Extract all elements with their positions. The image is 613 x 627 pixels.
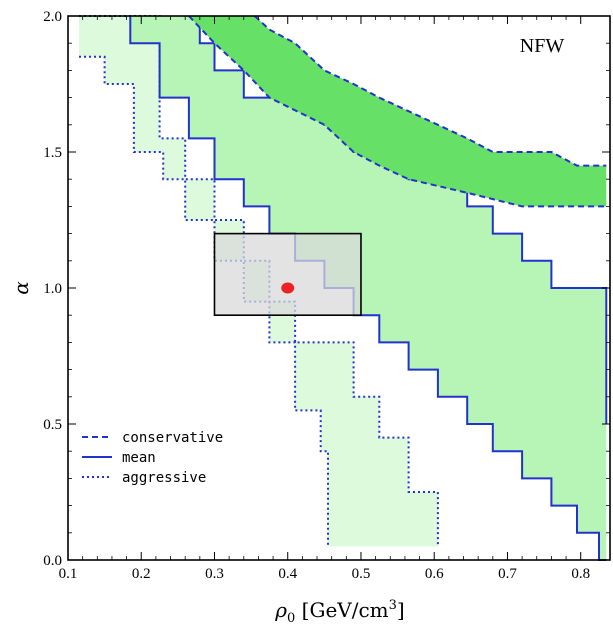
plot-area — [68, 15, 610, 561]
contour-mean-lower — [129, 16, 607, 561]
x-axis-label-subscript: 0 — [287, 611, 295, 626]
x-tick-label: 0.6 — [425, 566, 444, 582]
legend-label-conservative: conservative — [122, 430, 223, 446]
x-tick-label: 0.2 — [132, 566, 151, 582]
contour-aggressive-lower — [79, 55, 329, 547]
x-axis-label-superscript: 3 — [389, 598, 397, 613]
legend: conservative mean aggressive — [82, 430, 223, 486]
x-axis-label-close: ] — [397, 598, 405, 622]
x-tick-label: 0.8 — [571, 566, 590, 582]
y-tick-label: 0.5 — [43, 417, 62, 433]
x-tick-label: 0.1 — [59, 566, 78, 582]
x-tick-label: 0.4 — [278, 566, 297, 582]
x-axis-label-unit: [GeV/cm — [295, 598, 388, 622]
band-conservative — [188, 16, 607, 207]
y-tick-label: 1.0 — [43, 281, 62, 297]
plot-frame — [67, 15, 611, 561]
x-tick-label: 0.3 — [205, 566, 224, 582]
reference-box — [213, 232, 362, 317]
contour-conservative-upper — [254, 15, 607, 167]
x-tick-label: 0.7 — [498, 566, 517, 582]
y-axis-label: α — [9, 281, 33, 295]
y-tick-label: 0.0 — [43, 553, 62, 569]
contour-conservative-lower — [188, 15, 607, 208]
legend-label-aggressive: aggressive — [122, 470, 206, 486]
x-tick-label: 0.5 — [352, 566, 371, 582]
legend-label-mean: mean — [122, 450, 156, 466]
panel-label: NFW — [520, 35, 565, 57]
x-axis-label-symbol: ρ — [274, 598, 287, 622]
y-tick-label: 1.5 — [43, 145, 62, 161]
reference-point — [281, 282, 295, 294]
y-tick-label: 2.0 — [43, 9, 62, 25]
x-axis-label: ρ0 [GeV/cm3] — [274, 598, 404, 626]
